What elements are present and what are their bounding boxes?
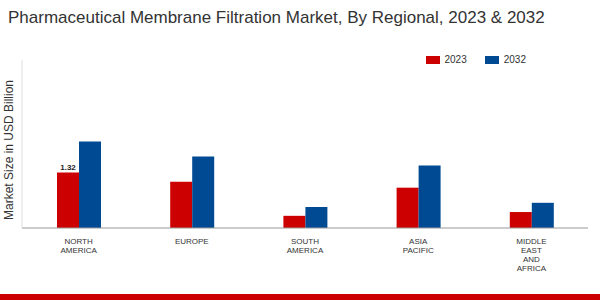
svg-text:SOUTHAMERICA: SOUTHAMERICA <box>287 237 324 255</box>
svg-text:1.32: 1.32 <box>60 163 76 172</box>
svg-text:MIDDLEEASTANDAFRICA: MIDDLEEASTANDAFRICA <box>516 237 546 273</box>
html-text:Market Size in USD Billion: Market Size in USD Billion <box>2 80 16 220</box>
svg-text:NORTHAMERICA: NORTHAMERICA <box>60 237 97 255</box>
svg-text:ASIAPACIFIC: ASIAPACIFIC <box>403 237 434 255</box>
svg-text:EUROPE: EUROPE <box>175 237 209 246</box>
html-text:2032: 2032 <box>503 54 526 65</box>
html-text:Pharmaceutical Membrane Filtra: Pharmaceutical Membrane Filtration Marke… <box>8 8 545 27</box>
html-text:2023: 2023 <box>444 54 467 65</box>
